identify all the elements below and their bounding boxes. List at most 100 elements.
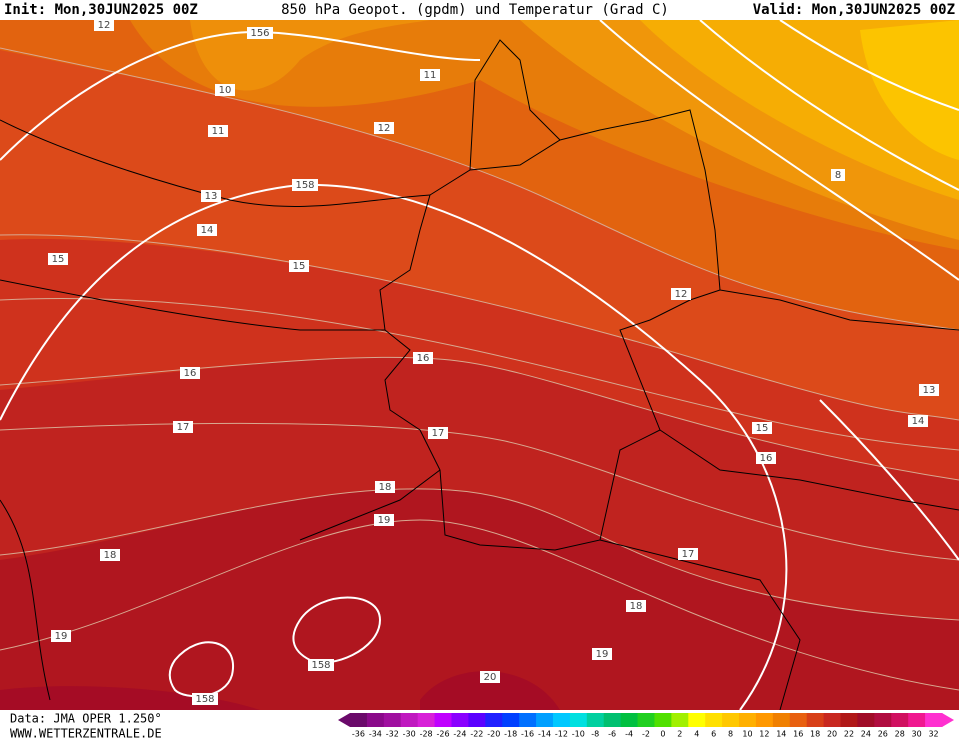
contour-label: 17 (432, 428, 445, 439)
colorbar-tick-label: -4 (625, 730, 633, 739)
colorbar-swatch (519, 713, 537, 727)
contour-label: 16 (417, 353, 430, 364)
contour-label: 16 (184, 368, 197, 379)
contour-label: 158 (311, 660, 330, 671)
colorbar-tick-label: -22 (470, 730, 483, 739)
colorbar-swatch (417, 713, 436, 727)
colorbar-swatch (874, 713, 892, 727)
colorbar-tick-label: -8 (591, 730, 599, 739)
contour-label-box (420, 69, 440, 81)
contour-label: 16 (760, 453, 773, 464)
colorbar-swatch (654, 713, 672, 727)
colorbar-tick-label: 4 (694, 730, 699, 739)
colorbar-tick-label: 2 (677, 730, 682, 739)
valid-time: Valid: Mon,30JUN2025 00Z (753, 2, 955, 18)
colorbar-swatch (840, 713, 858, 727)
contour-label-box (94, 19, 114, 31)
contour-label-box (100, 549, 120, 561)
contour-labels: 12 10 11 11 12 13 14 15 15 16 16 17 17 15 16 14 13 12 8 18 1… (48, 19, 939, 705)
contour-label: 19 (596, 649, 609, 660)
contour-label: 158 (195, 694, 214, 705)
colorbar-swatch (350, 713, 368, 727)
colorbar-swatch (857, 713, 875, 727)
contour-label: 158 (295, 180, 314, 191)
colorbar-swatch (434, 713, 452, 727)
colorbar-tick-label: 24 (861, 730, 871, 739)
colorbar-tick-label: -18 (504, 730, 517, 739)
colorbar-swatch (806, 713, 825, 727)
borders (0, 39, 959, 711)
contour-label-box (292, 179, 318, 191)
colorbar-swatch (739, 713, 757, 727)
website: WWW.WETTERZENTRALE.DE (10, 727, 162, 741)
colorbar-tick-label: 28 (895, 730, 905, 739)
colorbar-tick-label: 30 (912, 730, 922, 739)
colorbar-tick-label: 12 (759, 730, 769, 739)
colorbar-tick-label: 0 (660, 730, 665, 739)
contour-label-box (374, 122, 394, 134)
colorbar-swatch (383, 713, 402, 727)
colorbar-tick-label: -14 (538, 730, 551, 739)
colorbar-tick-label: 22 (844, 730, 854, 739)
contour-label-box (180, 367, 200, 379)
contour-label: 19 (55, 631, 68, 642)
contour-label: 10 (219, 85, 232, 96)
contour-label-box (752, 422, 772, 434)
contour-label-box (831, 169, 845, 181)
map: 12 10 11 11 12 13 14 15 15 16 16 17 17 15 16 14 13 12 8 18 1… (0, 19, 959, 711)
contour-label-box (215, 84, 235, 96)
contour-label: 20 (484, 672, 497, 683)
colorbar-tick-label: -12 (555, 730, 568, 739)
contour-label-box (480, 671, 500, 683)
data-source: Data: JMA OPER 1.250° (10, 712, 162, 726)
colorbar-swatch (536, 713, 554, 727)
colorbar-swatch (637, 713, 655, 727)
contour-label: 17 (177, 422, 190, 433)
colorbar-tick-label: -34 (369, 730, 382, 739)
colorbar-tick-label: -24 (453, 730, 466, 739)
colorbar-swatch (451, 713, 469, 727)
colorbar-tick-label: 32 (928, 730, 938, 739)
contour-label: 156 (250, 28, 269, 39)
colorbar-tick-label: -36 (352, 730, 365, 739)
contour-label-box (51, 630, 71, 642)
colorbar-tick-label: -32 (386, 730, 399, 739)
colorbar-arrow (338, 713, 350, 727)
colorbar-swatch (569, 713, 588, 727)
contour-label: 12 (378, 123, 391, 134)
contour-label-box (671, 288, 691, 300)
contour-label-box (374, 514, 394, 526)
colorbar-swatch (688, 713, 706, 727)
colorbar-swatch (552, 713, 571, 727)
contour-label: 18 (379, 482, 392, 493)
colorbar-swatch (620, 713, 639, 727)
colorbar-swatch (722, 713, 740, 727)
contour-label: 13 (205, 191, 218, 202)
contour-label: 8 (835, 170, 841, 181)
colorbar-tick-label: -10 (572, 730, 585, 739)
contour-label-box (375, 481, 395, 493)
colorbar-swatch (755, 713, 774, 727)
contour-label-box (428, 427, 448, 439)
colorbar-swatch (891, 713, 909, 727)
colorbar-tick-label: -16 (521, 730, 534, 739)
colorbar-swatch (925, 713, 943, 727)
contour-label-box (908, 415, 928, 427)
colorbar-tick-label: 18 (810, 730, 820, 739)
colorbar-swatch (485, 713, 503, 727)
colorbar-swatch (502, 713, 520, 727)
map-title: 850 hPa Geopot. (gpdm) und Temperatur (G… (281, 2, 669, 18)
colorbar-tick-label: -20 (487, 730, 500, 739)
contour-label-box (919, 384, 939, 396)
contour-label: 11 (424, 70, 437, 81)
colorbar-swatch (468, 713, 486, 727)
colorbar-tick-label: 6 (711, 730, 716, 739)
colorbar-swatch (772, 713, 791, 727)
colorbar-swatch (789, 713, 808, 727)
colorbar-swatch (366, 713, 385, 727)
contour-label: 19 (378, 515, 391, 526)
contour-label-box (208, 125, 228, 137)
contour-label: 13 (923, 385, 936, 396)
contour-label: 15 (293, 261, 306, 272)
